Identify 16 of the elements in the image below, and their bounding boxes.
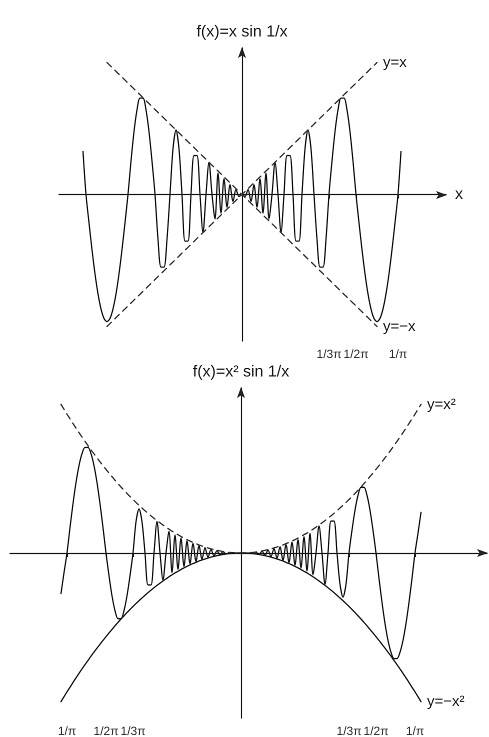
x-tick-label: 1/3π [336,724,362,737]
series-label: y=x [383,54,408,72]
y-axis-title: f(x)=x² sin 1/x [192,364,290,380]
series-label: y=−x² [427,693,465,710]
x-tick-label: 1/2π [344,347,368,361]
x-tick-label: 1/π [406,724,424,737]
x-tick-label: 1/π [388,347,408,361]
series-label: y=x² [427,396,456,413]
x-axis-title: x [455,186,463,203]
series-label: y=−x [383,318,416,335]
x-tick-label: 1/2π [94,724,118,737]
x-tick-label: 1/2π [364,724,388,737]
x-tick-label: 1/π [58,724,76,737]
y-axis-title: f(x)=x sin 1/x [196,24,288,40]
x-tick-label: 1/3π [316,347,342,361]
x-tick-label: 1/3π [120,724,146,737]
